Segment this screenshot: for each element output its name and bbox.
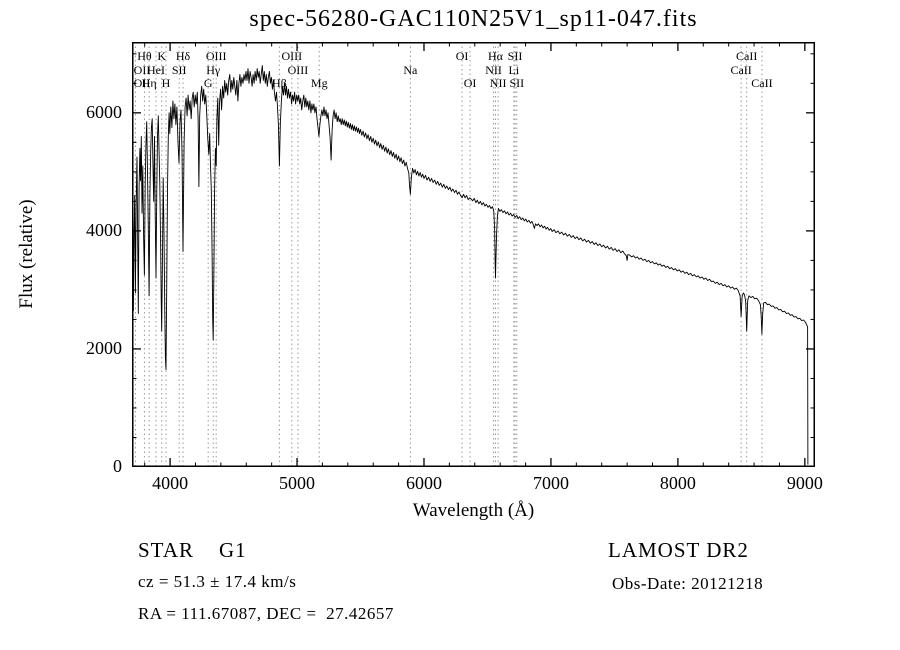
spectral-line-label: Hη — [141, 76, 157, 90]
spectral-line-label: Hθ — [137, 49, 152, 63]
spectral-line-label: Na — [403, 62, 418, 77]
object-class-label: STAR G1 — [138, 538, 247, 562]
spectral-line-label: SII — [509, 76, 525, 90]
spectral-line-label: OI — [463, 76, 477, 90]
spectrum-trace — [132, 65, 809, 465]
spectral-line-label: CaII — [730, 62, 752, 77]
spectral-line-label: NII — [489, 76, 507, 90]
x-tick-label: 4000 — [152, 473, 189, 493]
spectral-line-label: OIII — [287, 62, 309, 77]
spectral-line-label: K — [157, 49, 167, 63]
spectral-line-label: OII — [133, 76, 151, 90]
y-axis-label: Flux (relative) — [16, 199, 37, 309]
spectral-line-label: Hγ — [206, 62, 221, 77]
spectral-line-label: Hδ — [175, 49, 191, 63]
spectrum-chart — [132, 42, 815, 467]
spectral-line-label: H — [161, 76, 171, 90]
spectral-line-label: NII — [485, 62, 502, 77]
ra-dec-value: RA = 111.67087, DEC = 27.42657 — [138, 604, 394, 623]
spectral-line-label: Mg — [310, 76, 328, 90]
x-tick-label: 7000 — [532, 473, 569, 493]
y-tick-label: 6000 — [86, 101, 122, 122]
y-tick-label: 2000 — [86, 337, 122, 358]
spectral-line-label: OIII — [281, 49, 303, 63]
spectral-line-label: Hα — [487, 49, 503, 63]
spectral-line-label: SII — [171, 62, 187, 77]
x-tick-label: 5000 — [279, 473, 316, 493]
spectral-line-label: G — [203, 76, 213, 90]
x-tick-label: 8000 — [659, 473, 696, 493]
x-tick-label: 9000 — [786, 473, 823, 493]
plot-area: Hθ K Hδ OIII OIII OI Hα SII CaII OII HeI SII Hγ OIII N… — [132, 42, 815, 467]
spectral-line-label: SII — [507, 49, 523, 63]
spectral-line-label: CaII — [751, 76, 773, 90]
y-tick-label: 0 — [113, 456, 122, 476]
spectral-line-label: OIII — [205, 49, 227, 63]
y-tick-label: 4000 — [86, 219, 122, 240]
spectral-line-label: Hβ — [272, 76, 287, 90]
spectral-line-label: Li — [508, 62, 520, 77]
x-tick-label: 6000 — [405, 473, 442, 493]
spectral-line-label: OII — [133, 62, 151, 77]
survey-label: LAMOST DR2 — [608, 538, 749, 562]
obs-date-value: Obs-Date: 20121218 — [612, 574, 764, 593]
axes-box — [132, 42, 815, 467]
spectral-line-label: OI — [455, 49, 469, 63]
spectral-line-label: CaII — [736, 49, 758, 63]
chart-title: spec-56280-GAC110N25V1_sp11-047.fits — [249, 6, 698, 32]
x-axis-label: Wavelength (Å) — [412, 500, 535, 521]
cz-value: cz = 51.3 ± 17.4 km/s — [138, 572, 297, 591]
spectral-line-label: HeI — [146, 62, 165, 77]
